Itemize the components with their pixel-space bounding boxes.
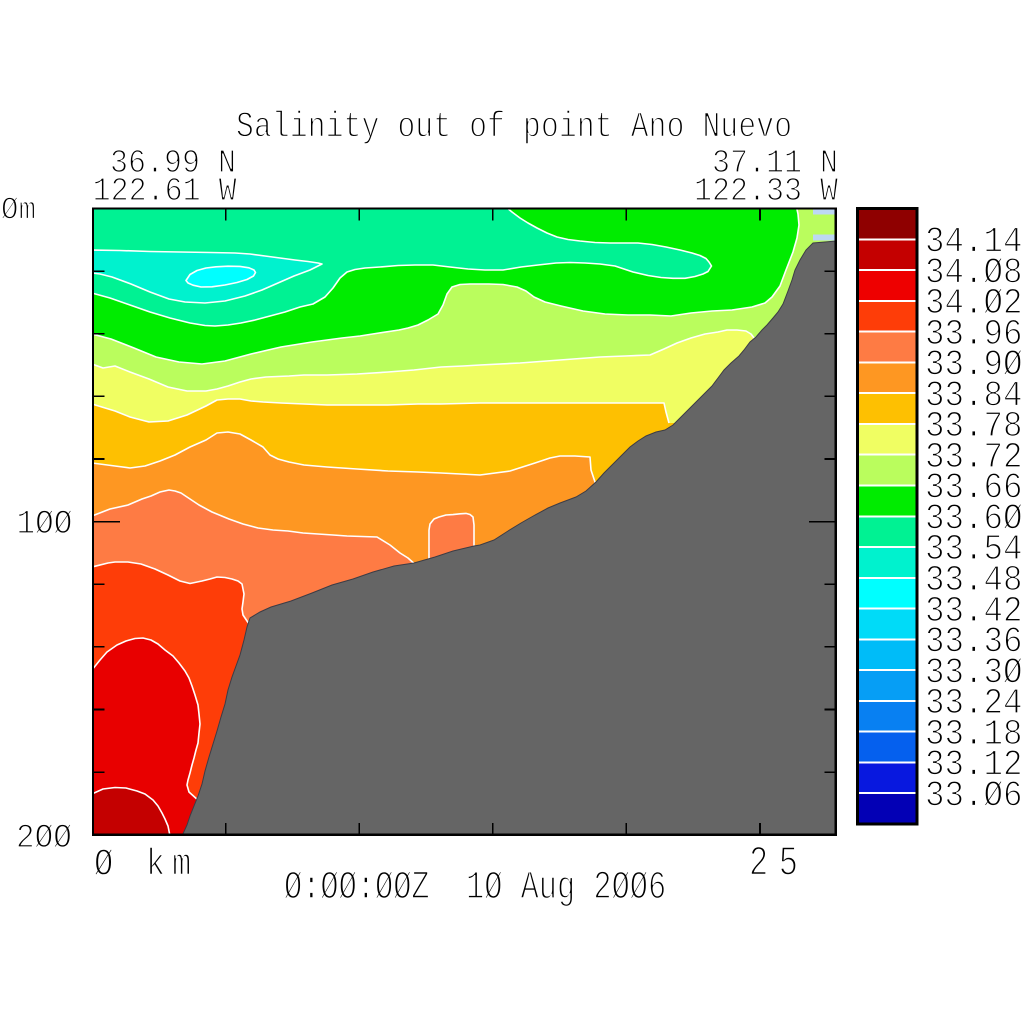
- svg-text:33.42: 33.42: [925, 591, 1023, 632]
- svg-text:33.24: 33.24: [925, 684, 1023, 725]
- svg-text:34.Ø2: 34.Ø2: [925, 283, 1023, 324]
- svg-text:122.61 W: 122.61 W: [93, 172, 238, 211]
- svg-text:33.36: 33.36: [925, 622, 1023, 663]
- svg-text:Øm: Øm: [1, 193, 36, 229]
- svg-text:122.33 W: 122.33 W: [694, 172, 839, 211]
- svg-text:33.9Ø: 33.9Ø: [925, 345, 1023, 386]
- svg-text:2ØØ: 2ØØ: [16, 819, 72, 858]
- svg-text:34.14: 34.14: [925, 222, 1023, 263]
- svg-text:33.Ø6: 33.Ø6: [925, 776, 1023, 817]
- svg-text:34.Ø8: 34.Ø8: [925, 253, 1023, 294]
- svg-text:33.18: 33.18: [925, 714, 1023, 755]
- svg-text:Ø:ØØ:ØØZ 1Ø Aug 2ØØ6: Ø:ØØ:ØØZ 1Ø Aug 2ØØ6: [284, 865, 666, 910]
- svg-text:37.11 N: 37.11 N: [712, 144, 838, 183]
- svg-text:33.66: 33.66: [925, 468, 1023, 509]
- svg-text:33.84: 33.84: [925, 376, 1023, 417]
- svg-text:33.54: 33.54: [925, 530, 1023, 571]
- svg-text:33.48: 33.48: [925, 560, 1023, 601]
- svg-text:33.72: 33.72: [925, 437, 1023, 478]
- svg-text:33.78: 33.78: [925, 407, 1023, 448]
- svg-text:33.96: 33.96: [925, 314, 1023, 355]
- svg-text:1ØØ: 1ØØ: [17, 505, 73, 544]
- svg-text:Salinity out of point Ano Nuev: Salinity out of point Ano Nuevo: [236, 107, 792, 147]
- svg-text:36.99 N: 36.99 N: [110, 144, 236, 183]
- svg-text:33.6Ø: 33.6Ø: [925, 499, 1023, 540]
- svg-text:33.12: 33.12: [925, 745, 1023, 786]
- svg-text:33.3Ø: 33.3Ø: [925, 653, 1023, 694]
